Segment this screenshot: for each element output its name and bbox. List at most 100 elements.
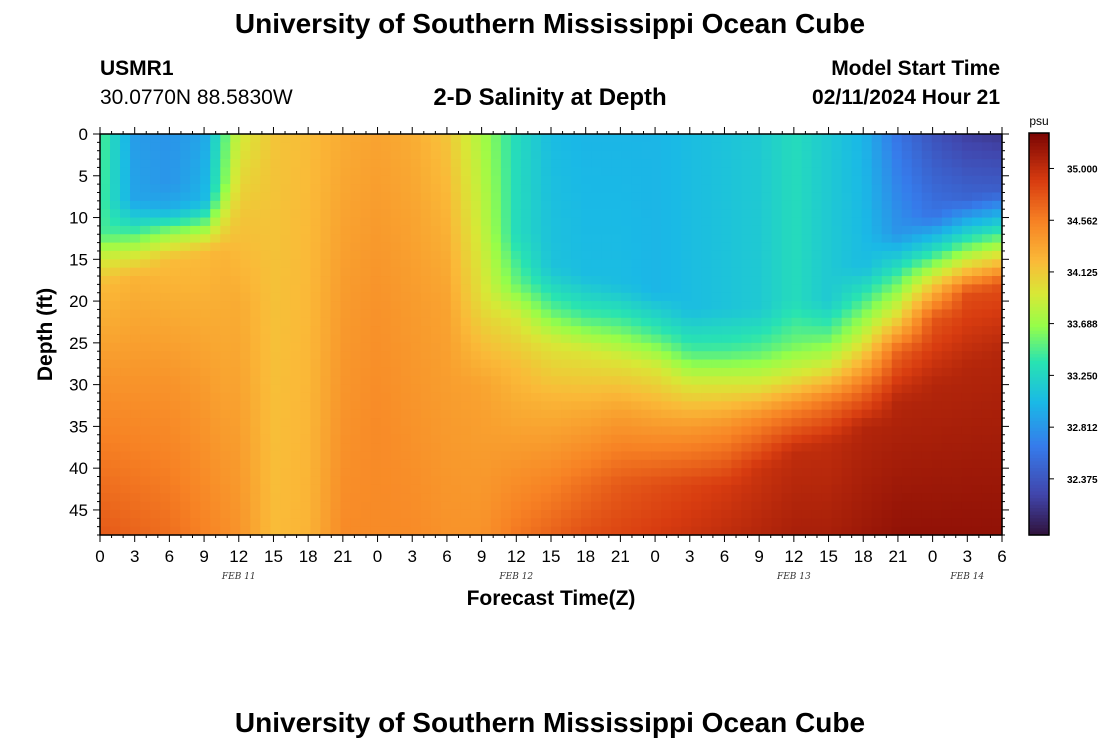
heatmap-cell <box>791 376 803 386</box>
heatmap-cell <box>801 518 813 528</box>
heatmap-cell <box>741 284 753 294</box>
heatmap-cell <box>470 309 482 319</box>
heatmap-cell <box>380 451 392 461</box>
heatmap-cell <box>701 259 712 269</box>
heatmap-cell <box>871 476 883 486</box>
heatmap-cell <box>170 184 181 194</box>
heatmap-cell <box>791 526 803 536</box>
heatmap-cell <box>711 292 722 302</box>
heatmap-cell <box>991 309 1003 319</box>
heatmap-cell <box>330 351 342 361</box>
heatmap-cell <box>540 234 552 244</box>
heatmap-cell <box>420 301 432 311</box>
heatmap-cell <box>470 509 482 519</box>
heatmap-cell <box>190 376 201 386</box>
heatmap-cell <box>801 342 813 352</box>
heatmap-cell <box>390 342 402 352</box>
heatmap-cell <box>981 443 993 453</box>
heatmap-cell <box>631 225 642 235</box>
heatmap-cell <box>360 276 372 285</box>
heatmap-cell <box>310 434 322 444</box>
heatmap-cell <box>651 459 662 469</box>
heatmap-cell <box>571 392 582 402</box>
heatmap-cell <box>350 384 362 394</box>
heatmap-cell <box>811 392 823 402</box>
heatmap-cell <box>240 242 251 252</box>
heatmap-cell <box>931 184 943 194</box>
heatmap-cell <box>851 376 863 386</box>
heatmap-cell <box>460 392 472 402</box>
heatmap-cell <box>701 242 712 252</box>
heatmap-cell <box>450 342 462 352</box>
heatmap-cell <box>871 159 883 169</box>
heatmap-cell <box>751 434 763 444</box>
heatmap-cell <box>561 242 572 252</box>
heatmap-cell <box>991 234 1003 244</box>
heatmap-cell <box>180 242 191 252</box>
heatmap-cell <box>320 167 332 177</box>
heatmap-cell <box>250 200 261 210</box>
heatmap-cell <box>440 493 452 503</box>
heatmap-cell <box>100 493 111 503</box>
heatmap-cell <box>150 493 161 503</box>
heatmap-cell <box>911 426 923 436</box>
heatmap-cell <box>681 292 692 302</box>
heatmap-cell <box>601 142 612 152</box>
heatmap-cell <box>380 409 392 419</box>
heatmap-cell <box>440 401 452 411</box>
heatmap-cell <box>591 317 602 327</box>
heatmap-cell <box>320 443 332 453</box>
heatmap-cell <box>230 167 241 177</box>
heatmap-cell <box>220 267 231 277</box>
heatmap-cell <box>470 401 482 411</box>
heatmap-cell <box>561 217 572 227</box>
heatmap-cell <box>210 509 221 519</box>
heatmap-cell <box>310 518 322 528</box>
heatmap-cell <box>641 367 652 377</box>
heatmap-cell <box>250 509 261 519</box>
heatmap-cell <box>671 434 682 444</box>
heatmap-cell <box>631 376 642 386</box>
heatmap-cell <box>601 526 612 536</box>
heatmap-cell <box>320 159 332 169</box>
heatmap-cell <box>160 334 171 344</box>
heatmap-cell <box>200 250 211 260</box>
heatmap-cell <box>210 334 221 344</box>
heatmap-cell <box>661 468 672 478</box>
heatmap-cell <box>731 359 743 369</box>
heatmap-cell <box>210 200 221 210</box>
heatmap-cell <box>170 493 181 503</box>
heatmap-cell <box>941 351 953 361</box>
heatmap-cell <box>911 217 923 227</box>
heatmap-cell <box>320 301 332 311</box>
heatmap-cell <box>671 501 682 511</box>
heatmap-cell <box>310 200 322 210</box>
heatmap-cell <box>260 200 271 210</box>
heatmap-cell <box>460 468 472 478</box>
heatmap-cell <box>530 392 542 402</box>
heatmap-cell <box>771 326 783 336</box>
heatmap-cell <box>861 392 873 402</box>
heatmap-cell <box>921 426 933 436</box>
heatmap-cell <box>771 426 783 436</box>
heatmap-cell <box>120 501 131 511</box>
heatmap-cell <box>170 334 181 344</box>
heatmap-cell <box>871 376 883 386</box>
heatmap-cell <box>551 217 562 227</box>
heatmap-cell <box>761 159 773 169</box>
heatmap-cell <box>380 392 392 402</box>
heatmap-cell <box>891 134 903 143</box>
heatmap-cell <box>751 242 763 252</box>
heatmap-cell <box>140 392 151 402</box>
heatmap-cell <box>721 301 732 311</box>
heatmap-cell <box>591 159 602 169</box>
heatmap-cell <box>921 384 933 394</box>
heatmap <box>100 134 1003 536</box>
heatmap-cell <box>450 276 462 285</box>
heatmap-cell <box>961 367 973 377</box>
heatmap-cell <box>440 192 452 202</box>
heatmap-cell <box>350 217 362 227</box>
heatmap-cell <box>721 409 732 419</box>
heatmap-cell <box>280 518 292 528</box>
heatmap-cell <box>370 142 382 152</box>
